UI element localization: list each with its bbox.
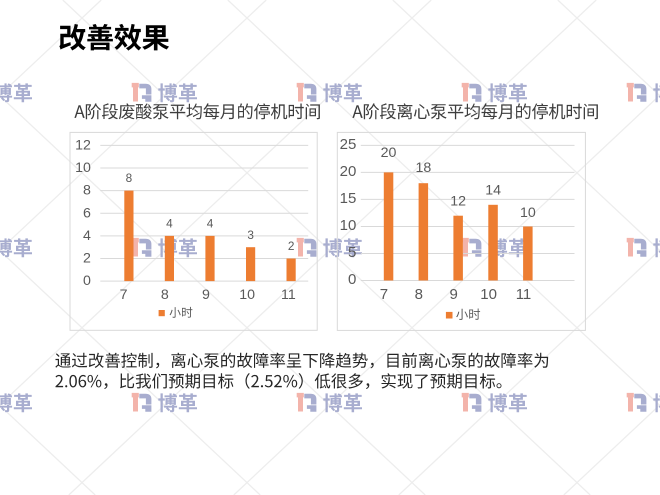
svg-text:4: 4 <box>166 217 173 231</box>
svg-text:7: 7 <box>380 286 388 303</box>
svg-text:8: 8 <box>126 171 133 185</box>
svg-text:10: 10 <box>75 160 91 176</box>
svg-text:25: 25 <box>340 136 357 153</box>
svg-text:15: 15 <box>340 190 357 207</box>
svg-text:20: 20 <box>381 145 397 161</box>
svg-text:18: 18 <box>416 160 432 176</box>
svg-text:5: 5 <box>348 244 356 261</box>
svg-text:11: 11 <box>516 286 532 303</box>
svg-text:9: 9 <box>450 286 458 303</box>
svg-text:3: 3 <box>247 228 254 242</box>
svg-text:2: 2 <box>288 239 295 253</box>
svg-text:10: 10 <box>480 286 497 303</box>
svg-text:4: 4 <box>207 217 214 231</box>
svg-text:10: 10 <box>239 287 255 303</box>
svg-text:8: 8 <box>415 286 423 303</box>
svg-text:14: 14 <box>485 183 501 199</box>
svg-text:2: 2 <box>83 251 91 267</box>
svg-text:8: 8 <box>161 287 169 303</box>
svg-text:6: 6 <box>83 205 91 221</box>
svg-text:12: 12 <box>75 138 91 154</box>
svg-text:7: 7 <box>120 287 128 303</box>
svg-text:4: 4 <box>83 228 91 244</box>
svg-text:12: 12 <box>450 194 466 210</box>
svg-text:8: 8 <box>83 183 91 199</box>
svg-text:20: 20 <box>340 163 357 180</box>
svg-text:0: 0 <box>83 273 91 289</box>
svg-text:10: 10 <box>520 205 536 221</box>
svg-text:11: 11 <box>281 287 296 303</box>
svg-text:0: 0 <box>348 271 356 288</box>
svg-text:10: 10 <box>340 217 357 234</box>
svg-text:9: 9 <box>202 287 210 303</box>
